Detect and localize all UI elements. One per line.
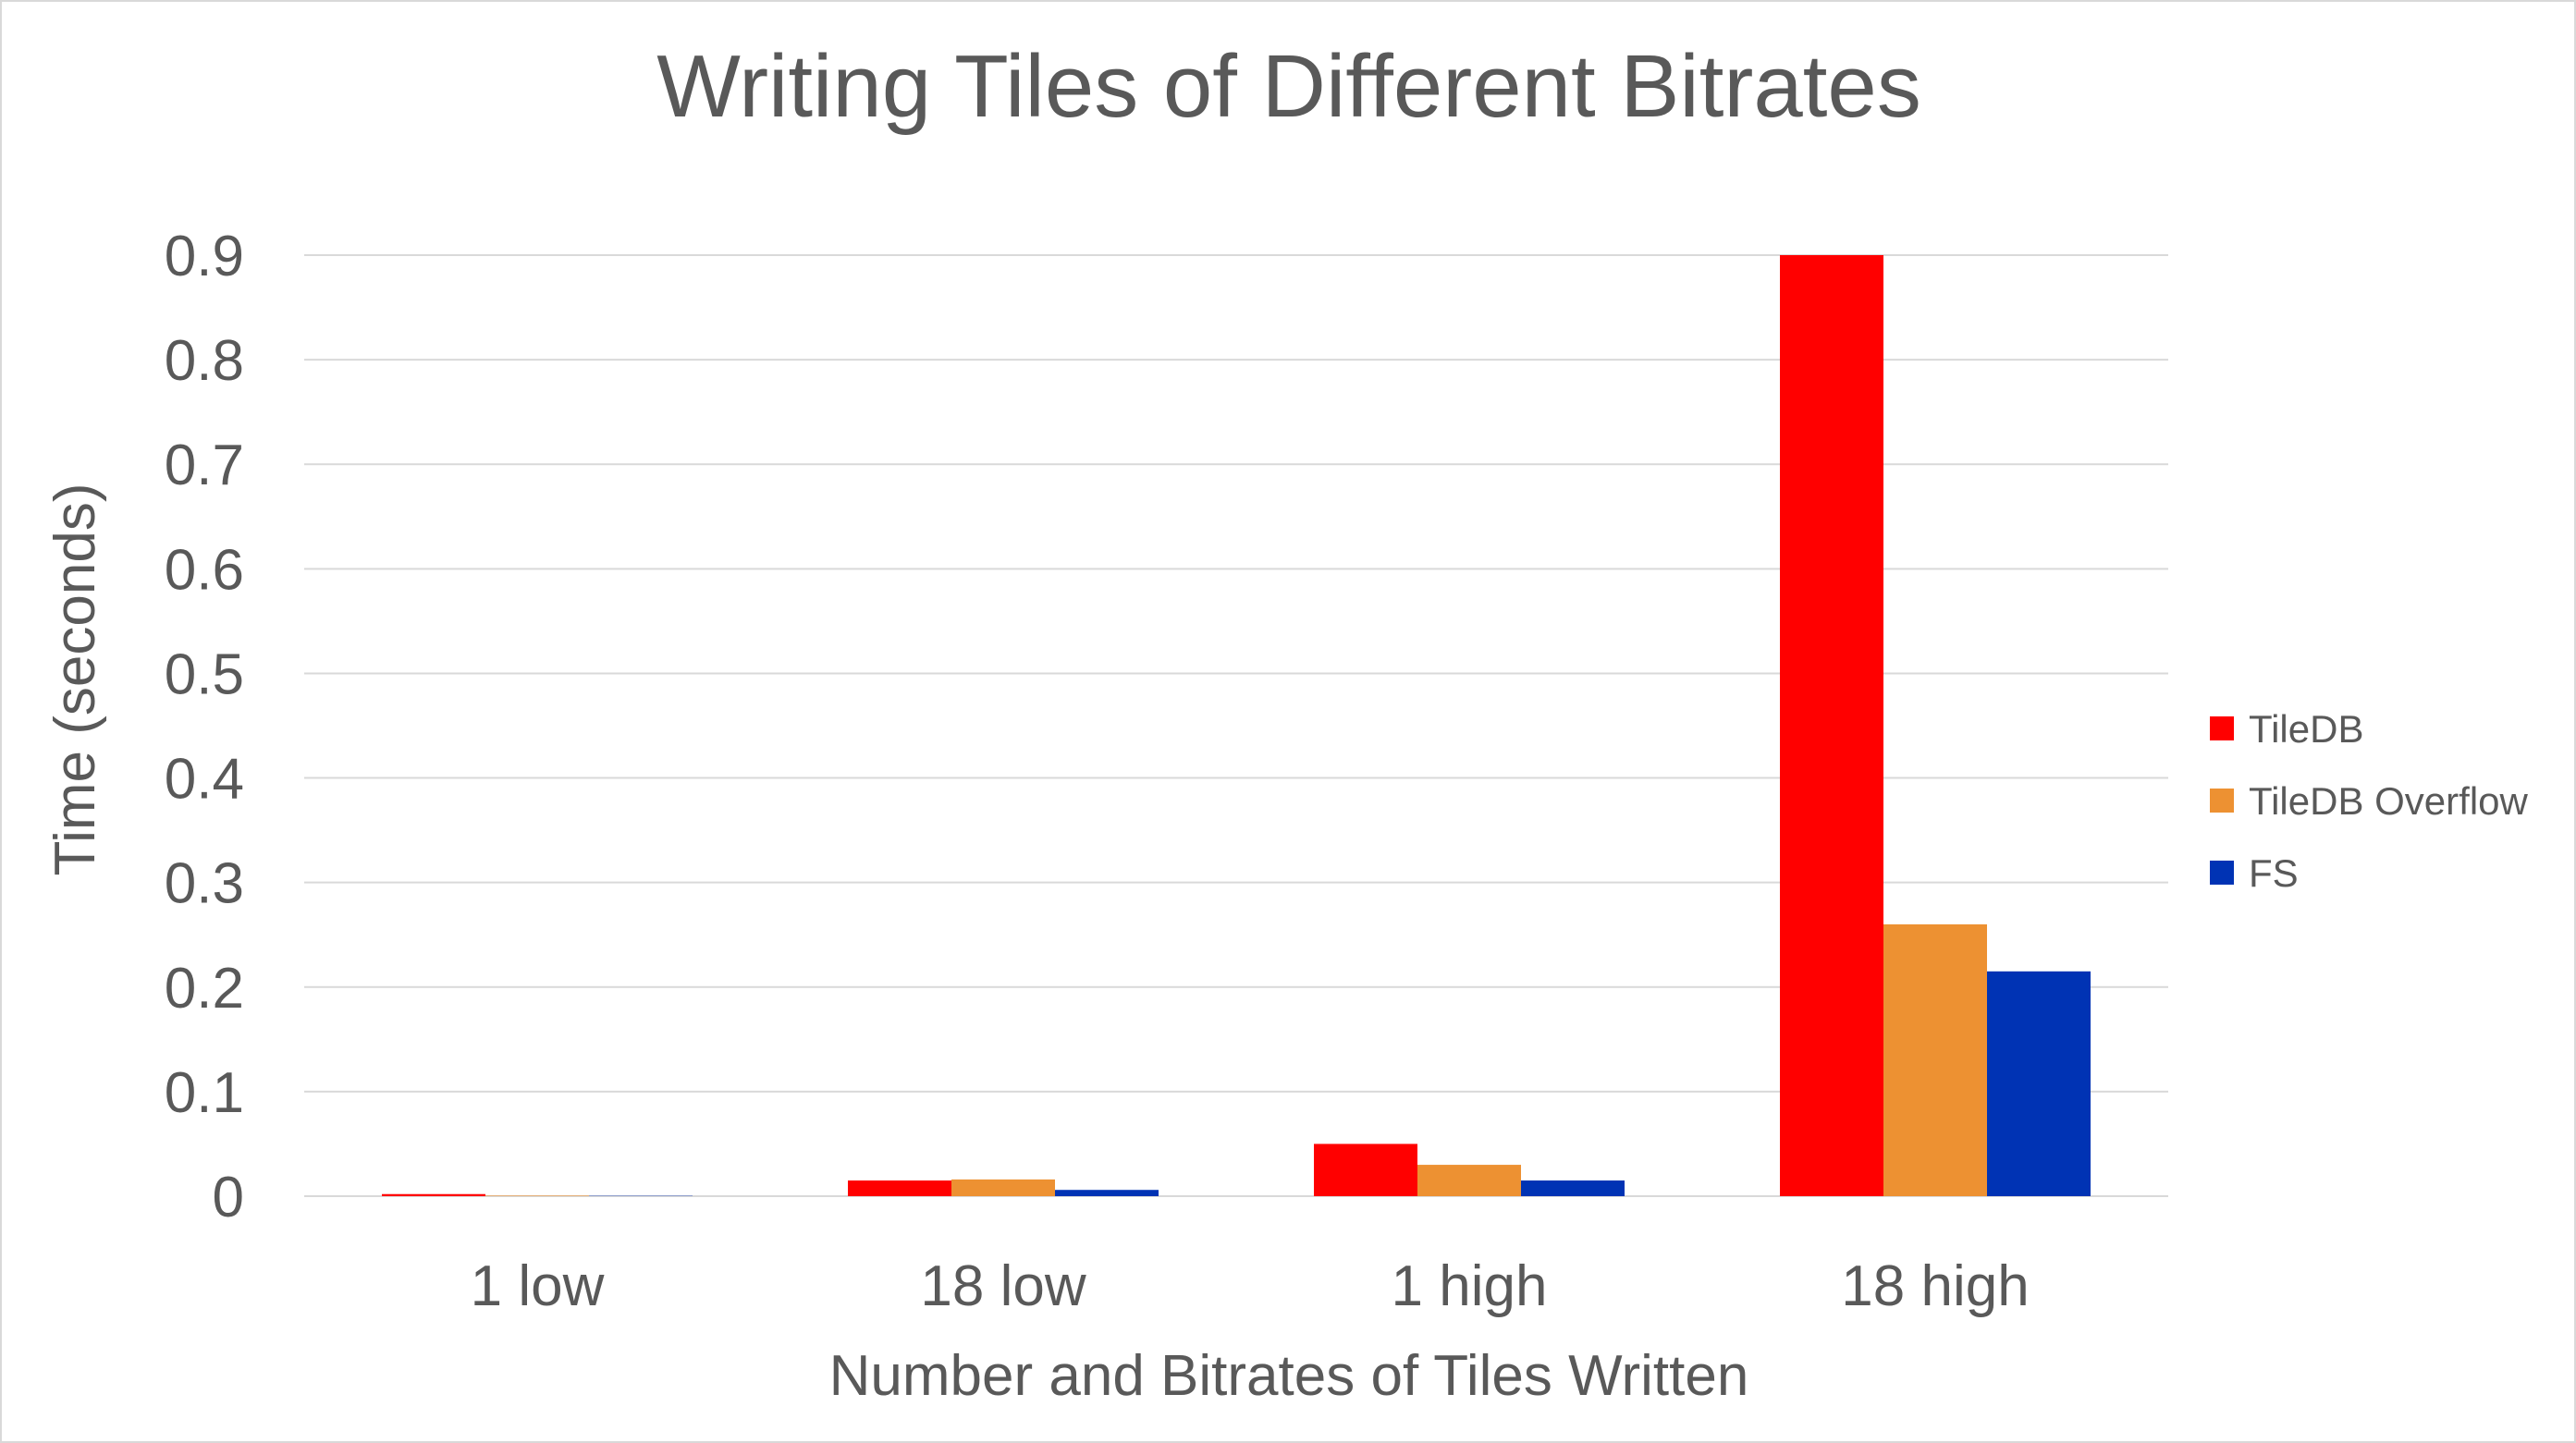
x-axis-ticks: 1 low 18 low 1 high 18 high (471, 1254, 2030, 1318)
y-tick-label: 0.6 (165, 538, 244, 602)
y-tick-label: 0.4 (165, 748, 244, 812)
bar-fs-18-high (1987, 971, 2091, 1196)
bar-tiledb-1-low (382, 1193, 485, 1196)
y-axis-ticks: 0 0.1 0.2 0.3 0.4 0.5 0.6 0.7 0.8 0.9 (165, 225, 244, 1229)
legend-swatch (2210, 716, 2234, 740)
legend-swatch (2210, 861, 2234, 885)
legend-label: TileDB (2249, 707, 2363, 751)
bar-tiledb-overflow-1-high (1417, 1165, 1521, 1196)
y-tick-label: 0.5 (165, 642, 244, 706)
y-axis-title: Time (seconds) (43, 483, 107, 876)
y-tick-label: 0.2 (165, 957, 244, 1021)
chart-title: Writing Tiles of Different Bitrates (656, 37, 1921, 136)
bar-tiledb-18-high (1780, 255, 1883, 1196)
bar-fs-18-low (1055, 1190, 1159, 1196)
y-tick-label: 0 (213, 1166, 244, 1229)
legend-swatch (2210, 789, 2234, 813)
bar-tiledb-overflow-18-high (1883, 923, 1987, 1196)
bar-tiledb-overflow-1-low (485, 1195, 589, 1196)
x-tick-label: 1 low (471, 1254, 605, 1318)
x-tick-label: 18 low (920, 1254, 1086, 1318)
bar-tiledb-overflow-18-low (951, 1179, 1055, 1196)
bar-tiledb-18-low (848, 1180, 951, 1196)
y-tick-label: 0.3 (165, 852, 244, 916)
x-tick-label: 18 high (1841, 1254, 2029, 1318)
bar-tiledb-1-high (1314, 1143, 1417, 1196)
x-axis-title: Number and Bitrates of Tiles Written (829, 1344, 1749, 1408)
y-tick-label: 0.8 (165, 329, 244, 393)
legend: TileDB TileDB Overflow FS (2210, 707, 2529, 895)
legend-label: TileDB Overflow (2249, 779, 2529, 823)
bar-fs-1-high (1521, 1180, 1625, 1196)
y-tick-label: 0.9 (165, 225, 244, 288)
legend-label: FS (2249, 851, 2299, 895)
bars (382, 255, 2091, 1196)
x-tick-label: 1 high (1392, 1254, 1548, 1318)
y-tick-label: 0.7 (165, 434, 244, 497)
y-tick-label: 0.1 (165, 1061, 244, 1125)
